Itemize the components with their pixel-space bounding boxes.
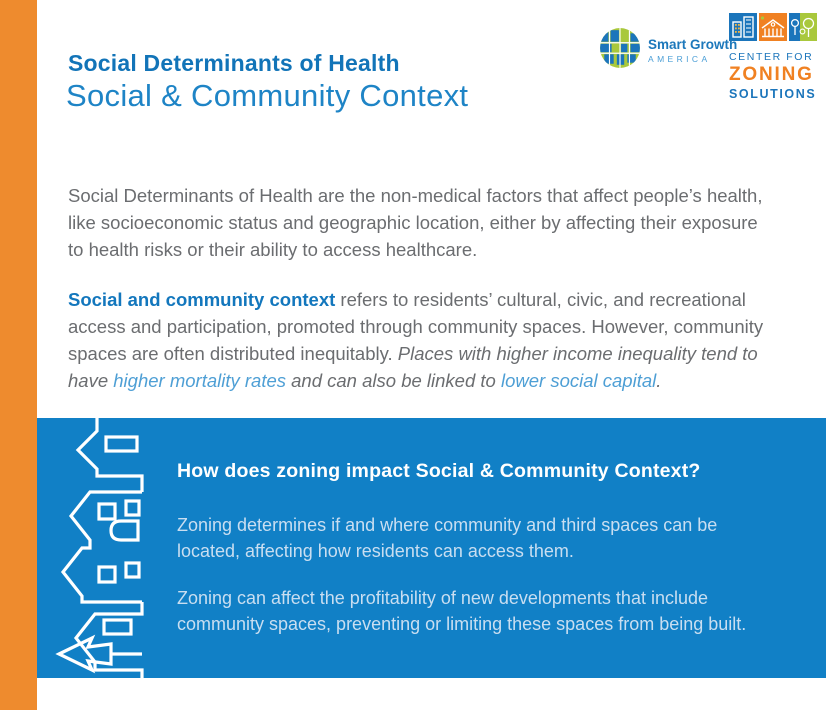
context-lead-bold: Social and community context bbox=[68, 289, 336, 310]
zoning-impact-section: How does zoning impact Social & Communit… bbox=[37, 418, 826, 678]
context-italic-2: and can also be linked to bbox=[286, 370, 501, 391]
sga-wordmark: Smart Growth bbox=[648, 37, 738, 52]
czs-solutions: SOLUTIONS bbox=[729, 87, 817, 101]
czs-zoning: ZONING bbox=[729, 64, 814, 85]
sga-logo-text: Smart Growth AMERICA bbox=[648, 38, 737, 63]
page-title: Social & Community Context bbox=[66, 78, 469, 113]
zoning-impact-paragraph-1: Zoning determines if and where community… bbox=[177, 515, 718, 561]
mosaic-globe-icon bbox=[599, 27, 641, 74]
sideways-skyline-illustration bbox=[43, 418, 147, 678]
buildings-icon bbox=[729, 13, 757, 41]
czs-center-for: CENTER FOR bbox=[729, 51, 814, 63]
context-italic-1: Places with higher income inequality ten… bbox=[68, 343, 758, 391]
civic-house-icon bbox=[759, 13, 787, 41]
smart-growth-america-logo: Smart Growth AMERICA bbox=[599, 27, 737, 74]
context-body-text: refers to residents’ cultural, civic, an… bbox=[68, 289, 764, 364]
czs-logo-squares bbox=[729, 13, 819, 46]
context-paragraph: Social and community context refers to r… bbox=[68, 286, 780, 394]
lower-social-capital-link[interactable]: lower social capital bbox=[500, 370, 657, 391]
left-accent-bar bbox=[0, 0, 37, 710]
zoning-impact-paragraph-2: Zoning can affect the profitability of n… bbox=[177, 588, 747, 634]
series-title: Social Determinants of Health bbox=[68, 50, 400, 76]
context-period: . bbox=[656, 370, 662, 391]
trees-icon bbox=[789, 13, 817, 41]
zoning-impact-heading: How does zoning impact Social & Communit… bbox=[177, 460, 701, 482]
sga-subwordmark: AMERICA bbox=[648, 53, 711, 64]
center-for-zoning-solutions-logo: CENTER FOR ZONING SOLUTIONS bbox=[729, 13, 819, 101]
higher-mortality-rates-link[interactable]: higher mortality rates bbox=[113, 370, 286, 391]
intro-paragraph: Social Determinants of Health are the no… bbox=[68, 185, 763, 260]
